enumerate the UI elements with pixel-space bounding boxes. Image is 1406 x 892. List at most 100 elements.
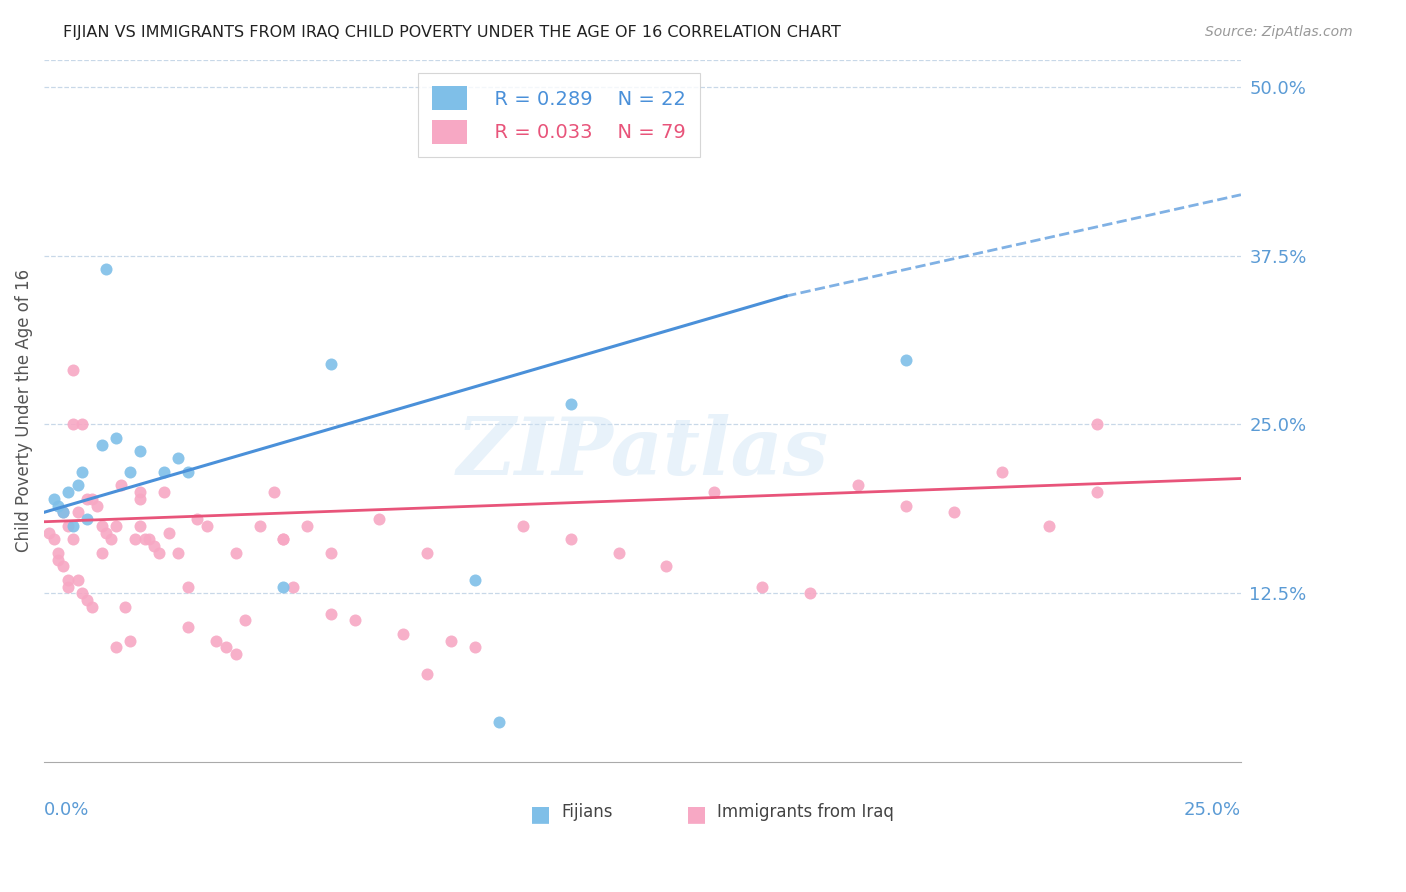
Point — [560, 533, 582, 547]
Point — [488, 714, 510, 729]
Point — [66, 478, 89, 492]
Point — [225, 546, 247, 560]
Point — [120, 465, 142, 479]
Point — [416, 667, 439, 681]
Point — [464, 573, 486, 587]
Text: 25.0%: 25.0% — [1184, 801, 1241, 819]
Text: 0.0%: 0.0% — [44, 801, 90, 819]
Point — [90, 438, 112, 452]
Point — [80, 491, 103, 506]
Point — [76, 512, 98, 526]
Point — [143, 539, 166, 553]
Point — [128, 518, 150, 533]
Point — [263, 485, 285, 500]
Point — [152, 485, 174, 500]
Point — [56, 573, 79, 587]
Point — [52, 559, 75, 574]
Point — [249, 518, 271, 533]
Point — [104, 431, 127, 445]
Point — [177, 620, 200, 634]
Point — [942, 505, 965, 519]
Point — [655, 559, 678, 574]
Point — [799, 586, 821, 600]
Point — [128, 444, 150, 458]
Point — [1038, 518, 1060, 533]
Point — [124, 533, 146, 547]
Legend:   R = 0.289    N = 22,   R = 0.033    N = 79: R = 0.289 N = 22, R = 0.033 N = 79 — [418, 73, 700, 157]
Point — [273, 533, 295, 547]
Point — [321, 357, 343, 371]
Point — [344, 613, 367, 627]
Text: ■: ■ — [530, 805, 551, 824]
Point — [167, 546, 190, 560]
Point — [76, 593, 98, 607]
Point — [48, 546, 70, 560]
Point — [273, 533, 295, 547]
Point — [66, 573, 89, 587]
Point — [96, 525, 118, 540]
Point — [138, 533, 160, 547]
Point — [464, 640, 486, 655]
Point — [52, 505, 75, 519]
Point — [846, 478, 869, 492]
Text: Immigrants from Iraq: Immigrants from Iraq — [717, 803, 894, 821]
Point — [72, 586, 94, 600]
Text: Fijians: Fijians — [561, 803, 613, 821]
Point — [368, 512, 391, 526]
Point — [80, 599, 103, 614]
Point — [86, 499, 108, 513]
Point — [52, 505, 75, 519]
Point — [48, 552, 70, 566]
Point — [90, 518, 112, 533]
Point — [1085, 485, 1108, 500]
Point — [56, 485, 79, 500]
Point — [42, 533, 65, 547]
Text: ZIPatlas: ZIPatlas — [457, 415, 828, 491]
Point — [186, 512, 208, 526]
Point — [215, 640, 238, 655]
Point — [177, 580, 200, 594]
Text: FIJIAN VS IMMIGRANTS FROM IRAQ CHILD POVERTY UNDER THE AGE OF 16 CORRELATION CHA: FIJIAN VS IMMIGRANTS FROM IRAQ CHILD POV… — [63, 25, 841, 40]
Point — [607, 546, 630, 560]
Point — [273, 580, 295, 594]
Point — [416, 546, 439, 560]
Point — [440, 633, 463, 648]
Point — [148, 546, 170, 560]
Point — [110, 478, 132, 492]
Point — [233, 613, 256, 627]
Point — [120, 633, 142, 648]
Point — [321, 546, 343, 560]
Point — [56, 580, 79, 594]
Point — [152, 465, 174, 479]
Point — [134, 533, 156, 547]
Point — [321, 607, 343, 621]
Point — [128, 485, 150, 500]
Point — [1085, 417, 1108, 432]
Point — [512, 518, 534, 533]
Point — [703, 485, 725, 500]
Point — [62, 363, 84, 377]
Point — [100, 533, 122, 547]
Y-axis label: Child Poverty Under the Age of 16: Child Poverty Under the Age of 16 — [15, 269, 32, 552]
Point — [72, 417, 94, 432]
Text: Source: ZipAtlas.com: Source: ZipAtlas.com — [1205, 25, 1353, 39]
Point — [392, 627, 415, 641]
Point — [56, 518, 79, 533]
Point — [62, 417, 84, 432]
Point — [177, 465, 200, 479]
Point — [62, 533, 84, 547]
Point — [90, 546, 112, 560]
Point — [560, 397, 582, 411]
Point — [167, 451, 190, 466]
Point — [42, 491, 65, 506]
Point — [225, 647, 247, 661]
Point — [157, 525, 180, 540]
Point — [104, 518, 127, 533]
Point — [114, 599, 136, 614]
Point — [894, 352, 917, 367]
Point — [281, 580, 304, 594]
Point — [96, 262, 118, 277]
Point — [48, 499, 70, 513]
Point — [104, 640, 127, 655]
Point — [76, 491, 98, 506]
